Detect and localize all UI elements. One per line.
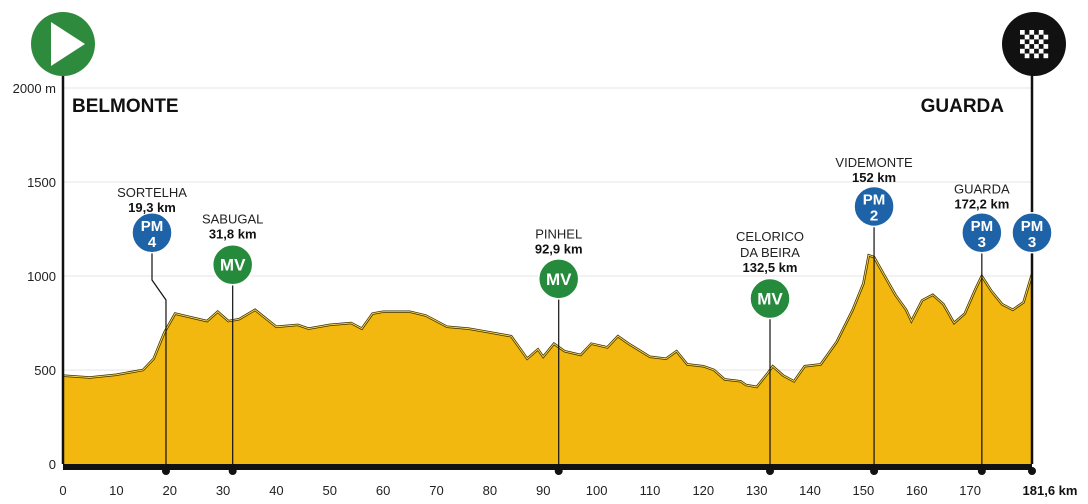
checker-square: [1038, 30, 1044, 35]
x-end-label: 181,6 km: [1023, 483, 1078, 498]
x-tick-label: 80: [483, 483, 497, 498]
x-tick-label: 30: [216, 483, 230, 498]
start-town-label: BELMONTE: [72, 96, 179, 117]
marker-dot: [1028, 467, 1036, 475]
marker-line: [151, 232, 167, 464]
badge-category: 4: [148, 234, 157, 251]
y-tick-label: 500: [34, 363, 56, 378]
marker-name: VIDEMONTE: [835, 155, 913, 170]
checker-square: [1043, 34, 1049, 40]
x-axis-bar: [63, 464, 1032, 470]
x-tick-label: 90: [536, 483, 550, 498]
checker-square: [1029, 48, 1035, 54]
checker-square: [1038, 39, 1044, 45]
marker-name-cont: DA BEIRA: [740, 245, 800, 260]
marker-dot: [766, 467, 775, 475]
checker-square: [1034, 53, 1039, 59]
x-tick-label: 110: [640, 483, 661, 498]
marker-dot: [977, 467, 986, 475]
checker-square: [1034, 44, 1039, 49]
marker-name: GUARDA: [954, 181, 1010, 196]
x-tick-label: 10: [109, 483, 123, 498]
x-tick-label: 40: [269, 483, 283, 498]
checker-square: [1034, 34, 1039, 40]
badge-category: 3: [978, 234, 986, 251]
mountain-badge: [1011, 212, 1053, 254]
sprint-badge: [537, 258, 580, 300]
checker-square: [1029, 39, 1035, 45]
marker-name: PINHEL: [535, 226, 582, 241]
badge-category: 3: [1028, 234, 1036, 251]
checker-square: [1024, 53, 1030, 59]
y-tick-label: 0: [49, 457, 56, 472]
marker-distance: 132,5 km: [743, 260, 798, 275]
mountain-badge: [131, 212, 173, 254]
badge-category: 2: [870, 207, 878, 224]
y-tick-label: 1000: [27, 269, 56, 284]
x-tick-label: 20: [162, 483, 176, 498]
marker-dot: [228, 467, 237, 475]
badge-type: MV: [546, 270, 572, 289]
marker-distance: 92,9 km: [535, 241, 583, 256]
x-tick-label: 50: [323, 483, 337, 498]
marker-distance: 172,2 km: [954, 196, 1009, 211]
mountain-badge: [853, 185, 895, 228]
checker-square: [1020, 39, 1025, 45]
finish-town-label: GUARDA: [921, 96, 1005, 117]
x-tick-label: 140: [799, 483, 821, 498]
x-tick-label: 120: [692, 483, 714, 498]
x-tick-label: 150: [853, 483, 875, 498]
checker-square: [1043, 53, 1049, 59]
x-tick-label: 160: [906, 483, 928, 498]
badge-type: PM: [1021, 218, 1044, 235]
badge-type: PM: [863, 191, 886, 208]
checker-square: [1024, 44, 1030, 49]
x-tick-label: 170: [959, 483, 981, 498]
checker-square: [1024, 34, 1030, 40]
sprint-badge: [211, 243, 254, 286]
y-tick-label: 1500: [27, 175, 56, 190]
sprint-badge: [749, 277, 791, 320]
x-tick-label: 70: [429, 483, 443, 498]
marker-name: SABUGAL: [202, 211, 263, 226]
marker-distance: 19,3 km: [128, 200, 176, 215]
marker-distance: 152 km: [852, 170, 896, 185]
x-tick-label: 60: [376, 483, 390, 498]
marker-dot: [870, 467, 879, 475]
x-tick-label: 100: [586, 483, 608, 498]
badge-type: PM: [141, 218, 164, 235]
y-axis-top-label: 2000 m: [13, 81, 56, 96]
checker-square: [1038, 48, 1044, 54]
elevation-highlight: [62, 254, 1033, 388]
checker-square: [1020, 48, 1025, 54]
badge-type: PM: [971, 218, 994, 235]
marker-dot: [161, 467, 170, 475]
play-icon: [51, 22, 85, 66]
checker-square: [1029, 30, 1035, 35]
badge-type: MV: [757, 290, 783, 309]
marker-distance: 31,8 km: [209, 226, 257, 241]
marker-name: SORTELHA: [117, 185, 187, 200]
mountain-badge: [961, 212, 1003, 254]
x-tick-label: 0: [59, 483, 66, 498]
checker-square: [1020, 30, 1025, 35]
elevation-area: [63, 255, 1032, 464]
x-tick-label: 130: [746, 483, 768, 498]
badge-type: MV: [220, 256, 246, 275]
checker-square: [1043, 44, 1049, 49]
marker-dot: [554, 467, 563, 475]
marker-name: CELORICO: [736, 229, 804, 244]
